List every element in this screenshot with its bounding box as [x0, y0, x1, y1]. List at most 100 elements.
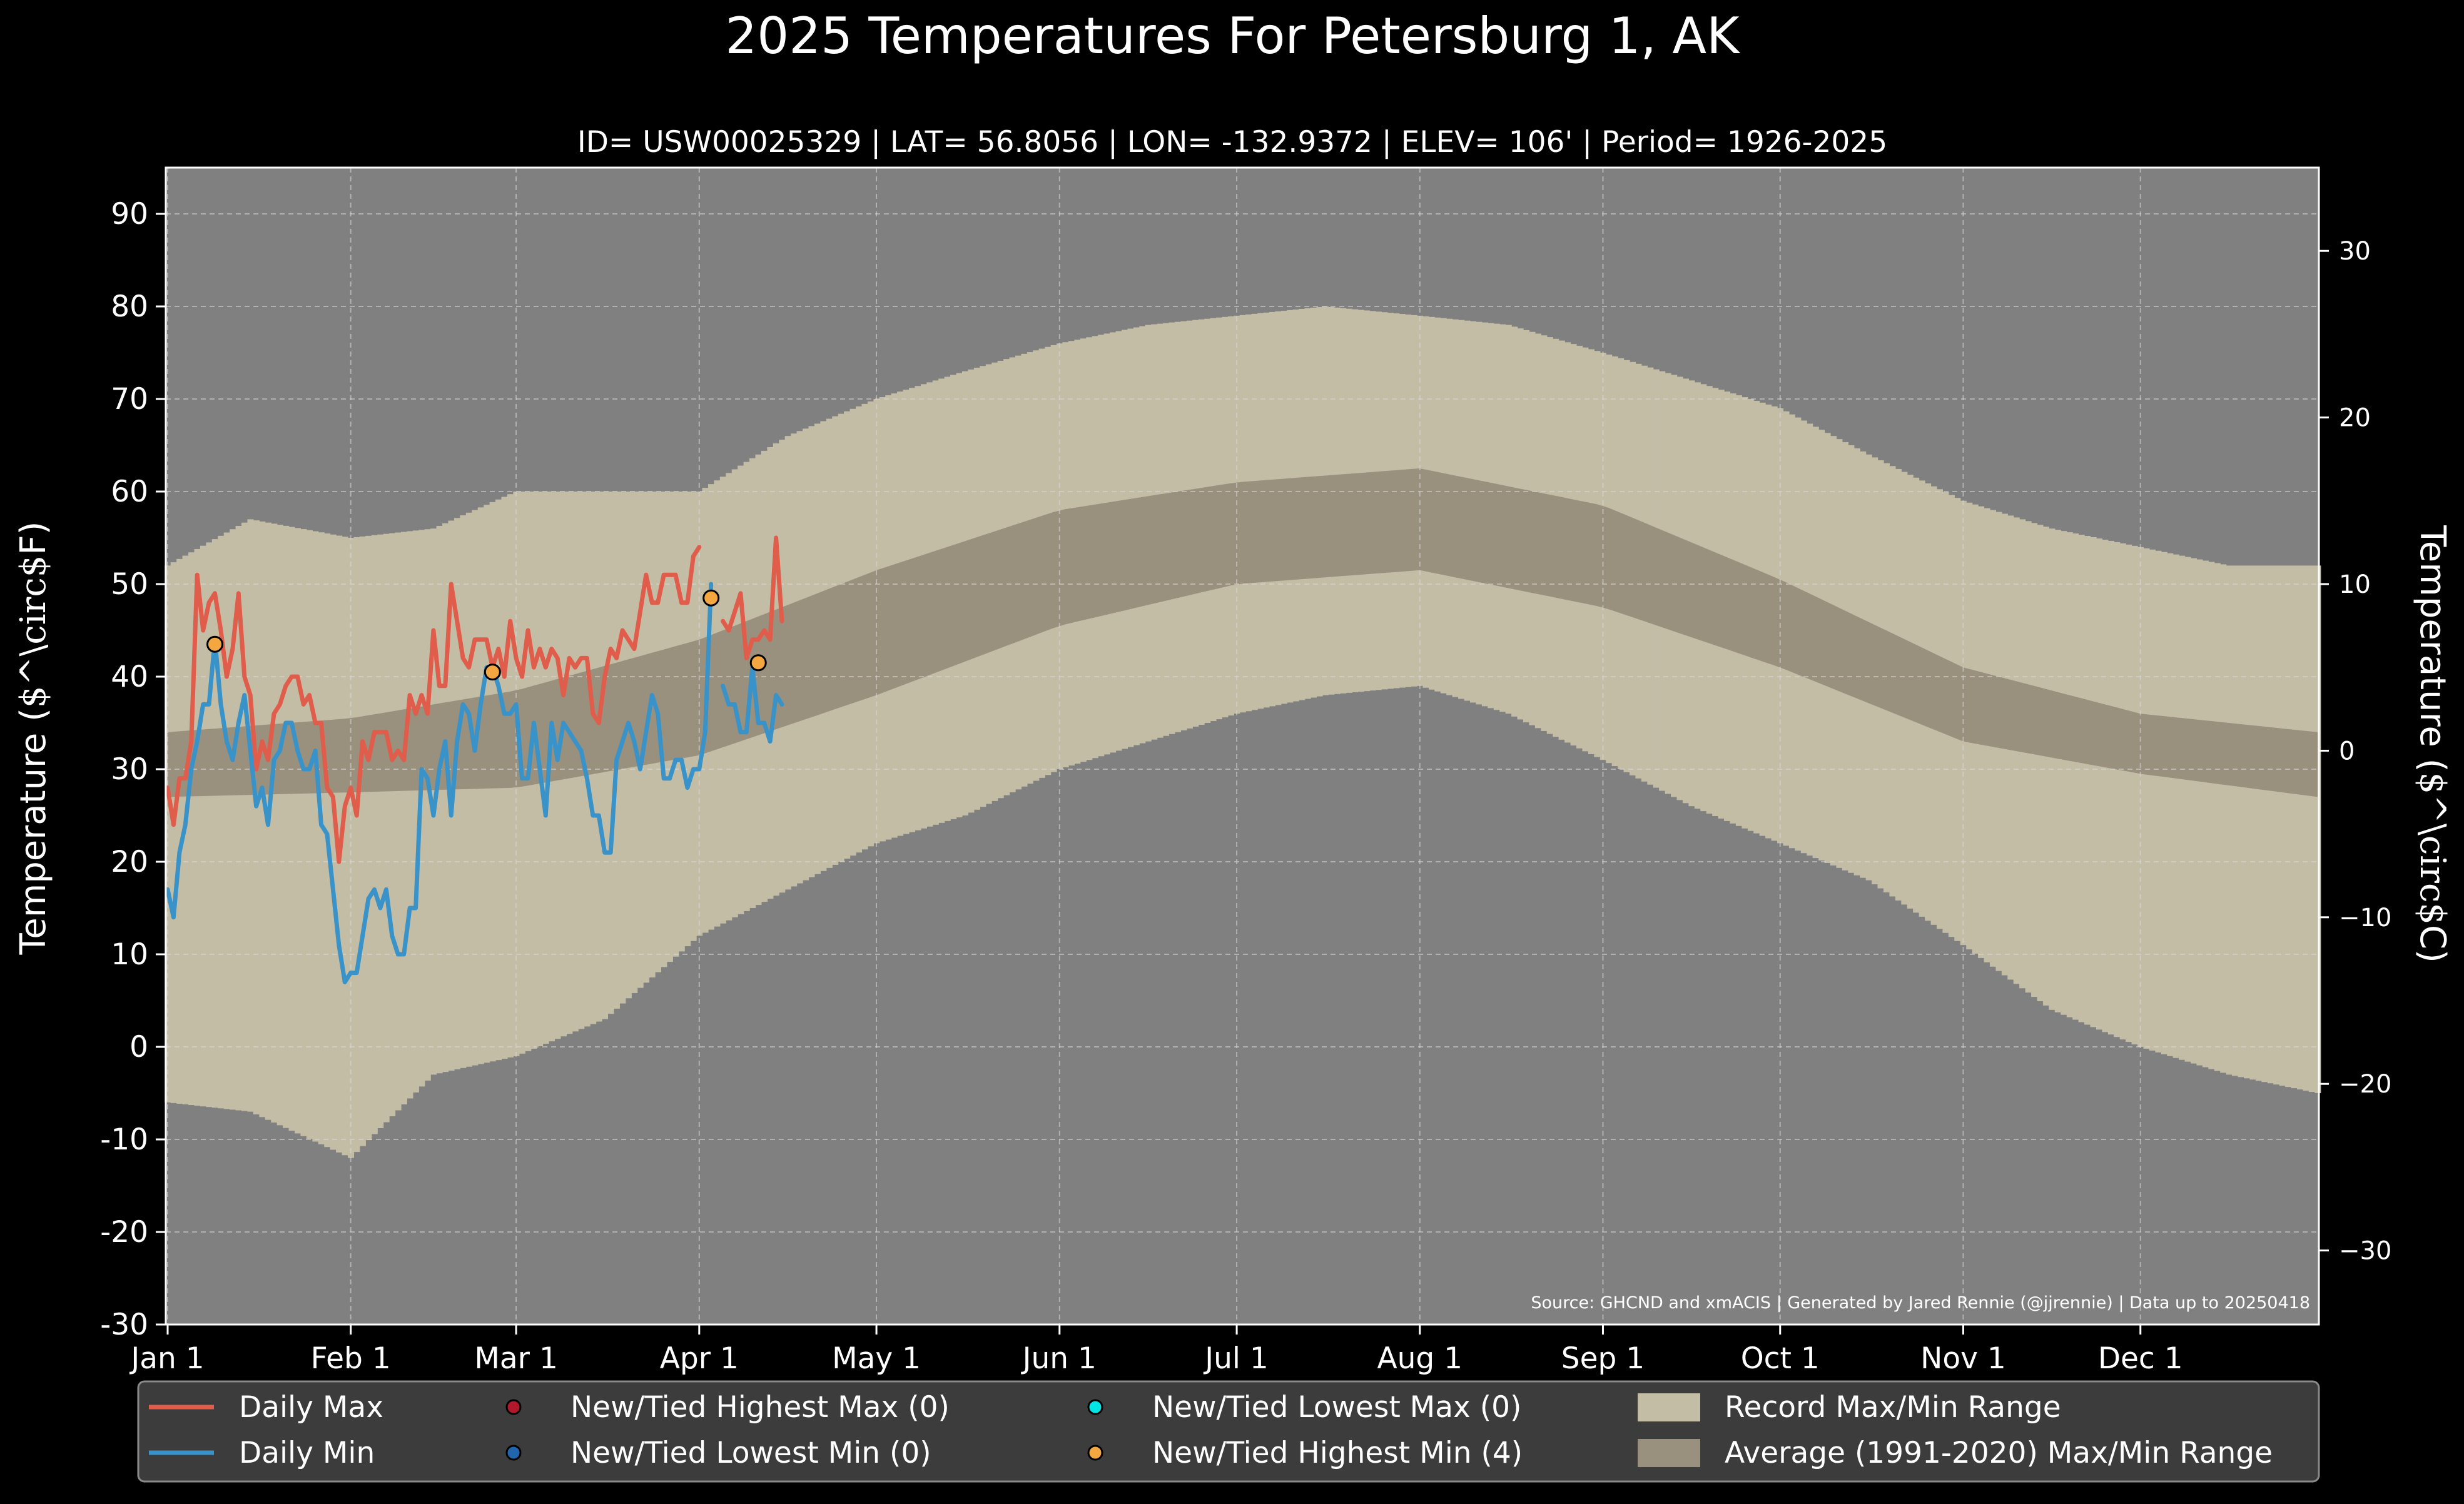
daily-max-line [165, 535, 784, 864]
record-range-bar [365, 535, 372, 1141]
record-point-highest-min [206, 635, 224, 653]
y2-tick-label: 30 [2339, 237, 2371, 266]
record-range-bar [194, 548, 201, 1106]
record-range-bar [2202, 560, 2209, 1067]
record-range-bar [2126, 544, 2132, 1042]
record-range-bar [271, 523, 278, 1123]
x-tick-label: Aug 1 [1377, 1341, 1463, 1376]
record-range-bar [206, 542, 213, 1108]
plot-frame [165, 166, 2320, 1326]
record-range-bar [400, 532, 408, 1104]
legend-label-record-range: Record Max/Min Range [1725, 1390, 2061, 1425]
legend-label-new-highest-max: New/Tied Highest Max (0) [570, 1390, 950, 1425]
y2-tick-label: 0 [2339, 737, 2355, 765]
y-tick-label: 90 [111, 197, 148, 231]
legend-swatch-new-highest-max [505, 1399, 522, 1415]
record-range-bar [2314, 565, 2321, 1093]
record-range-bar [2061, 531, 2067, 1015]
record-points [206, 589, 767, 681]
record-range-bar [2161, 552, 2167, 1054]
record-point-highest-min [484, 664, 501, 681]
record-range-bar [288, 527, 295, 1131]
record-range-bar [2019, 519, 2026, 989]
record-range-bar [2025, 521, 2032, 993]
y-tick-label: 70 [111, 382, 148, 416]
record-range-bar [2172, 554, 2179, 1058]
record-range-bar [211, 539, 218, 1108]
record-range-bar [2137, 547, 2144, 1047]
chart-subtitle: ID= USW00025329 | LAT= 56.8056 | LON= -1… [577, 125, 1887, 159]
y-axis-left: -30 -20 -10 0 10 20 30 40 50 60 70 80 90 [100, 197, 166, 1342]
legend-swatch-record-range [1638, 1393, 1700, 1421]
record-range-bar [170, 562, 177, 1103]
legend-box [137, 1380, 2320, 1483]
x-tick-label: Jun 1 [1021, 1341, 1097, 1376]
record-range-bar [2054, 530, 2061, 1012]
y-tick-label: -10 [100, 1123, 148, 1157]
record-range-bar [342, 537, 348, 1156]
legend-label-new-highest-min: New/Tied Highest Min (4) [1152, 1436, 1523, 1470]
grid-lines [166, 168, 2319, 1325]
record-range-bar [2084, 536, 2091, 1025]
record-range-bar [395, 532, 402, 1111]
record-range-bar [176, 558, 183, 1104]
record-range-bar [2066, 532, 2073, 1017]
record-range-bar [460, 515, 467, 1068]
record-range-bar [424, 529, 431, 1081]
record-range-bar [353, 537, 360, 1153]
series-line-segment [165, 545, 702, 864]
record-range-bar [223, 532, 230, 1109]
x-tick-label: Apr 1 [660, 1341, 739, 1376]
x-tick-label: May 1 [832, 1341, 921, 1376]
y-tick-label: 40 [111, 660, 148, 694]
record-range-bar [442, 523, 449, 1072]
legend: Daily Max Daily Min New/Tied Highest Max… [137, 1380, 2320, 1483]
x-tick-label: Nov 1 [1920, 1341, 2006, 1376]
record-range-bar [283, 525, 290, 1128]
record-range-bar [306, 530, 313, 1139]
record-range-bar [295, 528, 302, 1134]
record-range-bar [2090, 537, 2097, 1027]
series-line-segment [721, 535, 784, 660]
record-range-bar [2291, 565, 2298, 1089]
record-range-bar [2149, 549, 2156, 1051]
record-range-bar [377, 534, 384, 1129]
record-range-bar [412, 530, 419, 1093]
chart-title: 2025 Temperatures For Petersburg 1, AK [725, 7, 1741, 65]
record-range-bar [347, 538, 355, 1158]
record-range-bar [389, 533, 396, 1116]
record-range-bar [2042, 527, 2049, 1006]
record-range-bar [235, 525, 242, 1111]
y2-tick-label: −10 [2339, 904, 2391, 932]
legend-swatch-new-lowest-max [1087, 1399, 1103, 1415]
y-tick-label: 60 [111, 475, 148, 509]
record-range-bar [2196, 559, 2203, 1066]
x-tick-label: Mar 1 [474, 1341, 558, 1376]
record-range-bar [2131, 545, 2138, 1045]
record-range-bar [2220, 564, 2227, 1073]
record-range-bar [2303, 565, 2309, 1091]
y-axis-label-fahrenheit: Temperature ($^\circ$F) [13, 522, 54, 956]
record-range-bar [2155, 550, 2162, 1052]
record-range-bar [2031, 523, 2038, 997]
x-tick-label: Oct 1 [1741, 1341, 1820, 1376]
record-range-bar [247, 519, 254, 1112]
record-range-bar [2208, 562, 2215, 1069]
record-range-bar [241, 522, 248, 1111]
record-range-bar [2249, 565, 2256, 1080]
record-range-bar [2190, 558, 2198, 1064]
record-range-bar [2243, 565, 2251, 1079]
record-range-bar [2238, 565, 2244, 1078]
y-tick-label: 30 [111, 752, 148, 787]
y2-tick-label: −20 [2339, 1070, 2391, 1099]
record-range-bar [2037, 525, 2044, 1001]
y-tick-label: 0 [129, 1030, 148, 1064]
record-range-bar [371, 535, 378, 1134]
record-range-bar [2273, 565, 2280, 1085]
legend-swatch-new-lowest-min [505, 1445, 522, 1461]
x-tick-label: Jan 1 [129, 1341, 204, 1376]
y-tick-label: 20 [111, 845, 148, 879]
x-tick-label: Sep 1 [1561, 1341, 1645, 1376]
